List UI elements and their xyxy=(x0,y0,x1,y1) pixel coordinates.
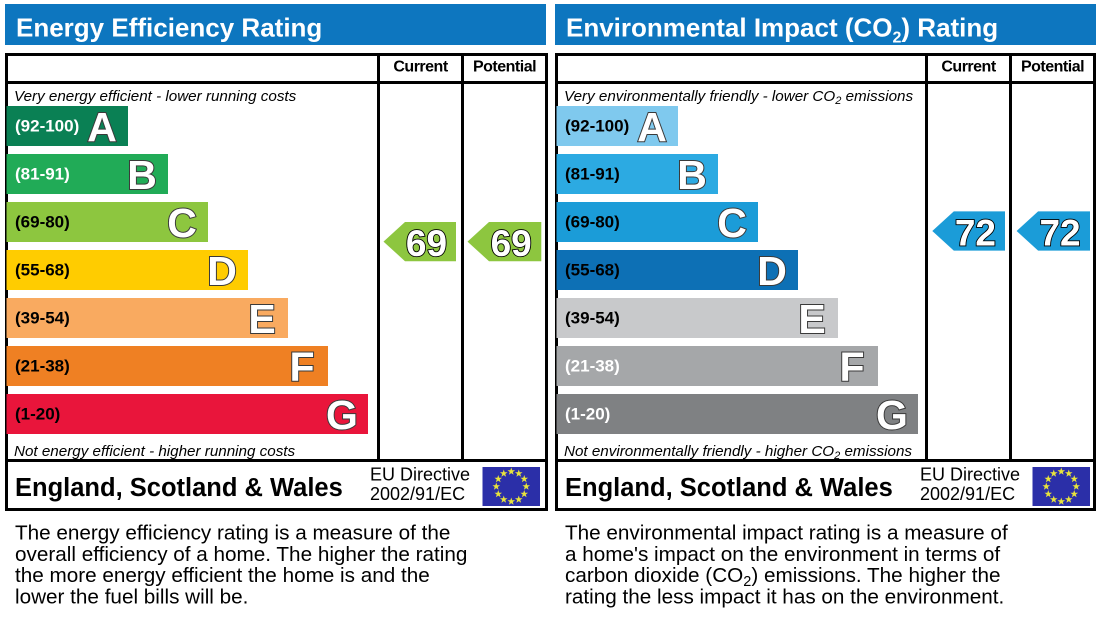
svg-text:Very environmentally friendly: Very environmentally friendly - lower CO… xyxy=(564,88,913,107)
svg-text:(92-100): (92-100) xyxy=(15,117,79,136)
svg-text:England, Scotland & Wales: England, Scotland & Wales xyxy=(565,474,893,502)
svg-text:rating the less impact it has: rating the less impact it has on the env… xyxy=(565,585,1004,608)
svg-text:B: B xyxy=(677,152,707,198)
svg-text:F: F xyxy=(839,344,864,390)
svg-text:(1-20): (1-20) xyxy=(15,405,60,424)
svg-text:F: F xyxy=(289,344,314,390)
svg-text:2002/91/EC: 2002/91/EC xyxy=(920,484,1015,504)
svg-text:(39-54): (39-54) xyxy=(15,309,70,328)
svg-text:EU Directive: EU Directive xyxy=(370,465,470,485)
svg-text:(21-38): (21-38) xyxy=(565,357,620,376)
svg-text:overall efficiency of a home.: overall efficiency of a home. The higher… xyxy=(15,543,467,566)
svg-text:a home's impact on the environ: a home's impact on the environment in te… xyxy=(565,543,1000,566)
svg-text:Not energy efficient - higher: Not energy efficient - higher running co… xyxy=(14,443,296,460)
svg-text:B: B xyxy=(127,152,157,198)
svg-text:EU Directive: EU Directive xyxy=(920,465,1020,485)
svg-text:England, Scotland & Wales: England, Scotland & Wales xyxy=(15,474,343,502)
svg-text:Environmental Impact (CO2​) Ra: Environmental Impact (CO2​) Rating xyxy=(566,13,998,47)
svg-text:G: G xyxy=(326,392,358,438)
svg-text:Potential: Potential xyxy=(473,59,536,76)
svg-text:The environmental impact ratin: The environmental impact rating is a mea… xyxy=(565,522,1008,545)
svg-text:69: 69 xyxy=(406,223,447,264)
svg-text:(81-91): (81-91) xyxy=(15,165,70,184)
svg-text:Current: Current xyxy=(941,59,996,76)
svg-text:the more energy efficient the: the more energy efficient the home is an… xyxy=(15,564,430,587)
svg-text:A: A xyxy=(87,104,117,150)
svg-text:Energy Efficiency Rating: Energy Efficiency Rating xyxy=(16,13,322,43)
svg-text:carbon dioxide (CO2) emissions: carbon dioxide (CO2) emissions. The high… xyxy=(565,564,1000,590)
svg-text:(55-68): (55-68) xyxy=(565,261,620,280)
svg-text:E: E xyxy=(248,296,275,342)
svg-text:lower the fuel bills will be.: lower the fuel bills will be. xyxy=(15,585,248,608)
svg-text:Not environmentally friendly -: Not environmentally friendly - higher CO… xyxy=(564,443,912,462)
svg-text:(21-38): (21-38) xyxy=(15,357,70,376)
svg-text:(69-80): (69-80) xyxy=(565,213,620,232)
svg-text:(92-100): (92-100) xyxy=(565,117,629,136)
svg-text:Current: Current xyxy=(393,59,448,76)
svg-text:C: C xyxy=(717,200,747,246)
svg-text:The energy efficiency rating i: The energy efficiency rating is a measur… xyxy=(15,522,450,545)
svg-text:(69-80): (69-80) xyxy=(15,213,70,232)
svg-text:C: C xyxy=(167,200,197,246)
svg-text:72: 72 xyxy=(955,212,996,253)
svg-text:2002/91/EC: 2002/91/EC xyxy=(370,484,465,504)
svg-text:Potential: Potential xyxy=(1021,59,1084,76)
svg-text:(81-91): (81-91) xyxy=(565,165,620,184)
svg-text:G: G xyxy=(876,392,908,438)
svg-text:D: D xyxy=(757,248,787,294)
svg-text:72: 72 xyxy=(1039,212,1080,253)
svg-text:69: 69 xyxy=(491,223,532,264)
svg-text:(55-68): (55-68) xyxy=(15,261,70,280)
svg-text:D: D xyxy=(207,248,237,294)
svg-text:(1-20): (1-20) xyxy=(565,405,610,424)
svg-text:A: A xyxy=(637,104,667,150)
svg-text:(39-54): (39-54) xyxy=(565,309,620,328)
svg-text:Very energy efficient - lower: Very energy efficient - lower running co… xyxy=(14,88,297,105)
svg-text:E: E xyxy=(798,296,825,342)
